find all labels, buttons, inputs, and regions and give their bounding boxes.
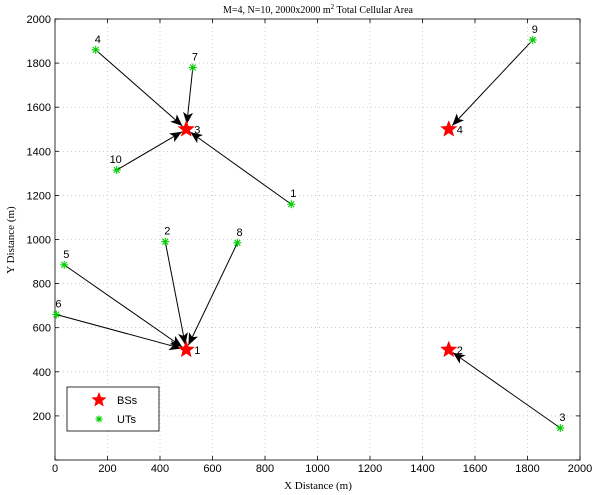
ut-marker-5 [60, 260, 69, 269]
y-axis-label: Y Distance (m) [5, 206, 17, 274]
legend-bs-marker [91, 391, 107, 407]
legend-box [66, 386, 160, 432]
x-tick-label: 600 [203, 463, 221, 475]
ut-label-5: 5 [63, 249, 69, 261]
assignment-arrow-ut-3 [452, 352, 561, 429]
assignment-arrow-ut-8 [187, 242, 238, 346]
ut-label-6: 6 [55, 298, 61, 310]
x-tick-label: 200 [98, 463, 116, 475]
y-tick-label: 600 [33, 323, 51, 335]
ut-marker-8 [233, 238, 242, 247]
ut-marker-4 [91, 45, 100, 54]
bs-label-1: 1 [194, 345, 200, 357]
x-axis-label: X Distance (m) [284, 480, 352, 492]
bs-label-2: 2 [457, 345, 463, 357]
ut-label-8: 8 [236, 227, 242, 239]
x-tick-label: 1800 [515, 463, 539, 475]
assignment-arrow-ut-1 [190, 131, 292, 205]
x-tick-label: 1600 [463, 463, 487, 475]
y-tick-label: 1600 [27, 102, 51, 114]
ut-label-4: 4 [95, 34, 101, 46]
x-tick-label: 1200 [358, 463, 382, 475]
legend-ut-label: UTs [117, 414, 136, 426]
ut-label-9: 9 [532, 24, 538, 36]
assignment-arrow-ut-9 [451, 39, 534, 126]
ut-label-7: 7 [192, 52, 198, 64]
ut-label-3: 3 [559, 412, 565, 424]
ut-label-2: 2 [164, 226, 170, 238]
x-tick-label: 2000 [568, 463, 592, 475]
legend-bs-label: BSs [117, 395, 138, 407]
ut-marker-7 [188, 63, 197, 72]
assignment-arrow-ut-5 [63, 264, 183, 348]
ut-marker-10 [112, 166, 121, 175]
bs-marker-4 [439, 120, 458, 137]
axes: 0 200 400 600 800 1000 1200 1400 1600 1800 2000200… [27, 14, 592, 475]
y-tick-label: 800 [33, 279, 51, 291]
legend: BSs UTs [66, 386, 160, 432]
ut-label-10: 10 [110, 154, 122, 166]
x-tick-label: 0 [52, 463, 58, 475]
chart-title-superscript: 2 [331, 3, 335, 11]
ut-marker-9 [528, 35, 537, 44]
bs-marker-3 [177, 120, 196, 137]
chart-title-suffix: Total Cellular Area [334, 5, 413, 16]
bs-label-4: 4 [457, 124, 463, 136]
y-tick-label: 1800 [27, 58, 51, 70]
y-tick-label: 1200 [27, 190, 51, 202]
assignment-arrow-ut-10 [116, 131, 183, 171]
bs-label-3: 3 [194, 124, 200, 136]
grid [55, 19, 580, 460]
assignment-arrow-ut-6 [56, 313, 182, 351]
ut-marker-3 [556, 424, 565, 433]
y-tick-label: 1000 [27, 235, 51, 247]
bs-marker-1 [177, 340, 196, 358]
y-tick-label: 2000 [27, 14, 51, 26]
x-tick-label: 1400 [410, 463, 434, 475]
x-tick-label: 1000 [305, 463, 329, 475]
data-marks [52, 35, 565, 433]
assignment-arrow-ut-7 [183, 67, 194, 125]
assignment-arrow-ut-2 [164, 241, 188, 345]
ut-label-1: 1 [290, 188, 296, 200]
assignment-arrow-ut-4 [95, 49, 183, 127]
bs-marker-2 [439, 340, 458, 358]
y-tick-label: 400 [33, 367, 51, 379]
x-tick-label: 800 [256, 463, 274, 475]
ut-marker-2 [161, 237, 170, 246]
assignment-arrows [56, 39, 561, 429]
y-tick-label: 1400 [27, 146, 51, 158]
point-labels: 1 2 3 4 1 2 3 4 5 6 7 8 9 10 [55, 24, 565, 424]
chart-title: M=4, N=10, 2000x2000 m2 Total Cellular A… [223, 3, 414, 16]
legend-ut-marker [95, 415, 103, 423]
ut-marker-6 [52, 310, 61, 319]
chart-title-main: M=4, N=10, 2000x2000 m [223, 5, 331, 16]
x-tick-label: 400 [151, 463, 169, 475]
ut-marker-1 [287, 200, 296, 209]
y-tick-label: 200 [33, 411, 51, 423]
